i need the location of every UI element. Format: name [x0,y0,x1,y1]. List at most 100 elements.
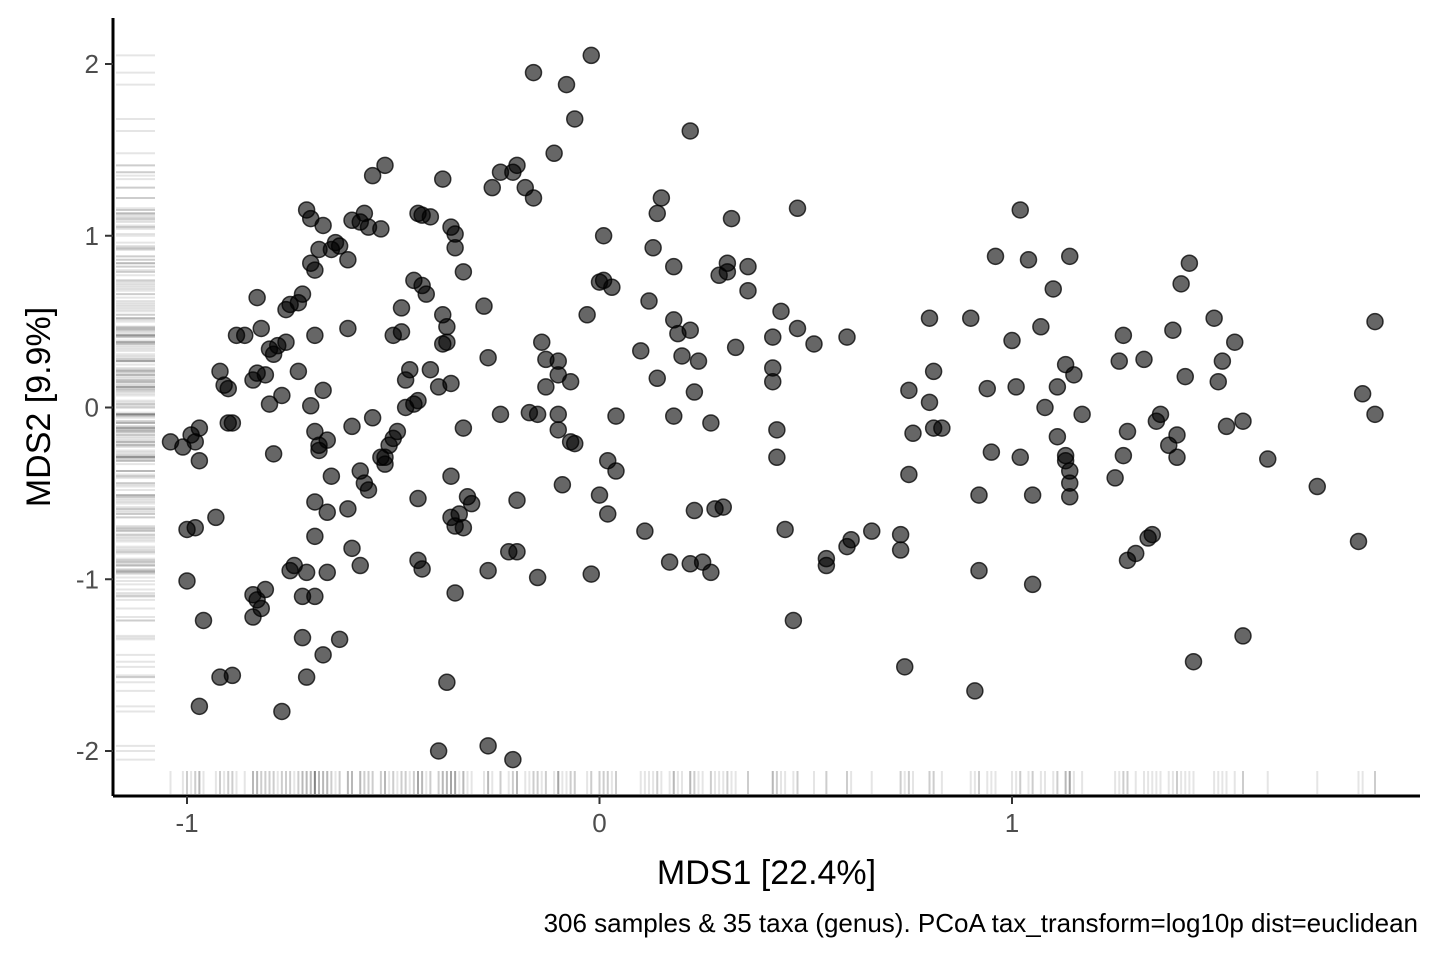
data-point [962,309,980,327]
y-rug [116,54,155,761]
data-point [244,608,262,626]
data-point [1007,378,1025,396]
data-point [891,525,910,544]
data-point [372,220,390,238]
data-point [479,348,497,367]
data-point [479,737,497,755]
data-point [186,518,204,537]
data-point [273,702,291,721]
data-point [702,563,720,582]
data-point [1011,448,1029,467]
data-point [409,391,427,410]
data-point [718,263,737,281]
data-point [223,666,242,685]
data-point [479,561,497,580]
data-point [644,239,662,257]
data-point [363,166,382,185]
data-point [1003,331,1021,350]
data-point [1349,532,1368,551]
data-point [652,189,671,207]
data-point [982,443,1001,461]
data-point [330,630,349,649]
data-point [582,565,600,583]
data-point [689,352,708,370]
x-axis-title: MDS1 [22.4%] [657,854,876,892]
data-point [978,379,996,398]
data-point [545,144,563,163]
data-point [1151,405,1170,424]
data-point [434,335,452,353]
data-point [508,156,526,175]
data-point [1308,477,1326,496]
data-point [673,347,691,365]
data-point [1353,385,1372,403]
y-tick-label: 0 [85,393,99,423]
data-point [772,302,790,321]
data-point [636,522,654,540]
data-point [475,297,493,315]
x-tick-label: 0 [592,808,606,838]
x-ticks: -1 0 1 [175,796,1019,838]
data-point [722,209,741,228]
chart-caption: 306 samples & 35 taxa (genus). PCoA tax_… [544,908,1418,938]
data-point [549,405,567,424]
data-point [256,580,275,599]
data-point [186,433,204,451]
data-point [1366,312,1384,331]
data-point [660,553,679,571]
data-point [594,227,613,245]
data-point [277,333,295,351]
data-point [178,572,196,590]
data-point [764,372,782,391]
x-tick-label: 1 [1005,808,1019,838]
data-point [1048,427,1067,446]
data-point [788,199,807,218]
data-point [454,419,473,437]
data-point [524,189,543,207]
data-point [446,239,464,257]
data-point [429,742,448,760]
data-point [891,541,910,559]
data-point [768,421,786,439]
data-point [462,494,481,513]
data-point [401,360,419,379]
data-point [318,431,336,449]
data-point [190,451,209,470]
data-point [421,208,440,226]
data-point [190,697,209,716]
data-point [557,75,576,94]
data-point [1127,544,1145,563]
data-point [343,417,361,436]
data-point [594,271,613,290]
data-point [1164,321,1182,339]
data-point [1259,450,1277,468]
data-point [553,476,572,494]
data-point [648,369,666,388]
data-point [438,318,456,336]
data-point [1061,488,1079,506]
data-point [1114,446,1133,465]
data-point [537,378,555,396]
data-point [904,424,922,443]
y-tick-label: -2 [76,736,99,766]
data-point [306,527,324,546]
data-point [1044,280,1062,298]
data-point [1184,652,1203,671]
data-point [318,503,336,522]
data-point [260,395,279,413]
data-point [1205,309,1223,327]
data-point [1135,350,1153,369]
data-point [578,306,596,324]
data-point [236,326,254,345]
data-point [359,481,378,499]
data-point [685,383,704,401]
data-point [665,257,683,276]
data-point [1032,318,1050,336]
data-point [1143,525,1161,544]
data-point [306,326,324,345]
data-point [248,288,266,307]
data-point [363,409,382,427]
data-point [524,63,543,82]
data-point [986,247,1005,266]
